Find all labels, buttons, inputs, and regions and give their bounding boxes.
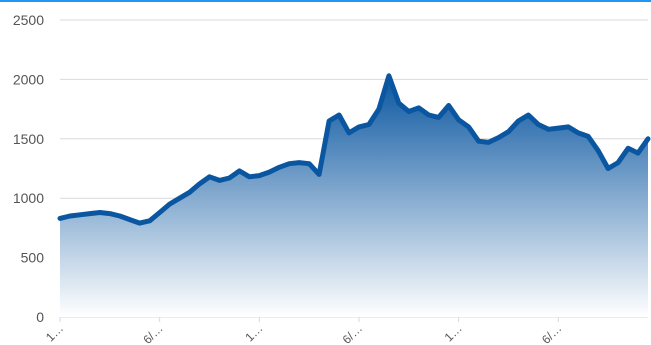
y-tick-label: 2000 (13, 71, 44, 87)
y-axis-ticks: 0 500 1000 1500 2000 2500 (13, 12, 44, 325)
y-tick-label: 0 (36, 309, 44, 325)
x-tick-label: 6/… (340, 321, 365, 345)
x-tick-label: 6/… (140, 321, 165, 345)
x-axis-ticks: 1… 6/… 1… 6/… 1… 6/… (43, 317, 564, 345)
y-tick-label: 500 (21, 250, 45, 266)
area-fill (60, 75, 648, 317)
x-tick-label: 1… (442, 321, 465, 344)
x-tick-label: 1… (242, 321, 265, 344)
x-tick-label: 6/… (539, 321, 564, 345)
x-tick-label: 1… (43, 321, 66, 344)
y-tick-label: 1000 (13, 190, 44, 206)
y-tick-label: 2500 (13, 12, 44, 28)
area-series (57, 73, 651, 317)
y-tick-label: 1500 (13, 131, 44, 147)
top-border (0, 0, 651, 2)
series-line (57, 73, 651, 226)
